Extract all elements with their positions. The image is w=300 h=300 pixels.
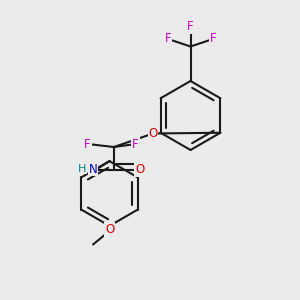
Text: N: N bbox=[89, 163, 98, 176]
Text: F: F bbox=[132, 137, 139, 151]
Text: O: O bbox=[135, 163, 144, 176]
Text: O: O bbox=[148, 127, 158, 140]
Text: F: F bbox=[165, 32, 171, 46]
Text: F: F bbox=[187, 20, 194, 34]
Text: F: F bbox=[84, 137, 91, 151]
Text: H: H bbox=[78, 164, 86, 174]
Text: O: O bbox=[105, 223, 114, 236]
Text: F: F bbox=[210, 32, 216, 46]
